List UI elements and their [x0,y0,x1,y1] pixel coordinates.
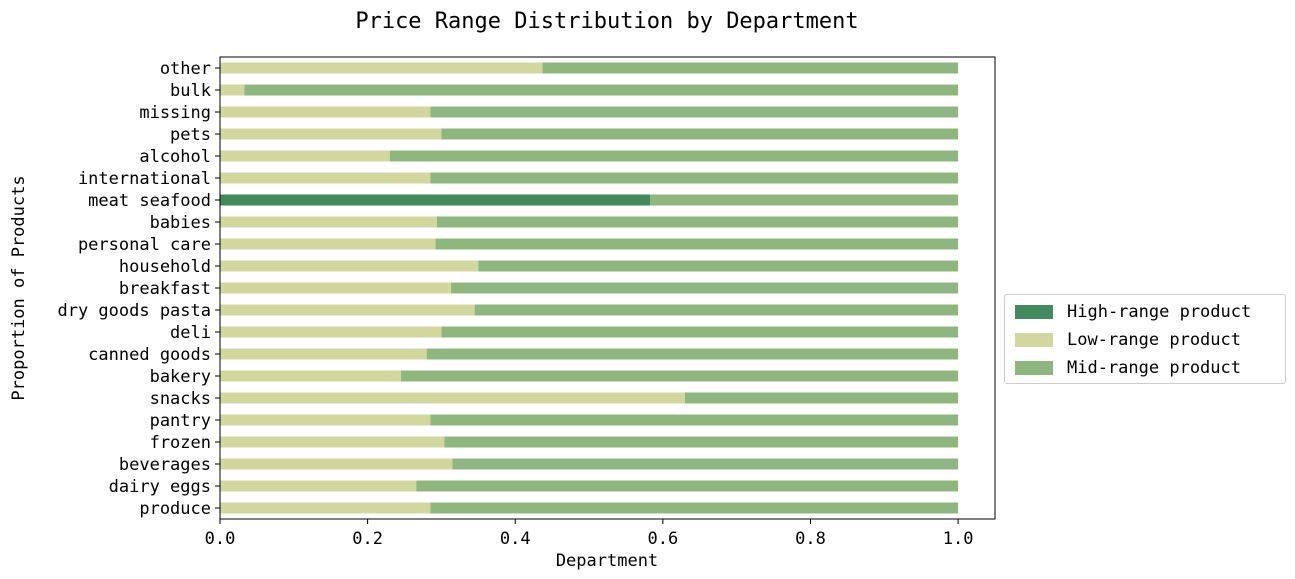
bar-segment-produce-low [220,502,431,514]
y-tick-label: international [78,169,211,189]
y-tick-label: breakfast [119,279,211,299]
x-tick-label: 0.4 [500,529,531,549]
y-tick-label: personal care [78,235,211,255]
legend-label-low: Low-range product [1067,330,1241,350]
x-axis-label: Department [556,551,658,571]
bar-segment-missing-low [220,106,431,118]
x-tick-label: 0.0 [205,529,236,549]
bar-segment-international-low [220,172,431,184]
y-tick-label: beverages [119,455,211,475]
bar-segment-deli-mid [441,326,959,338]
bar-segment-meat-seafood-mid [650,194,959,206]
y-tick-label: household [119,257,211,277]
y-tick-label: babies [150,213,211,233]
bar-segment-missing-mid [430,106,959,118]
bar-segment-household-low [220,260,479,272]
bar-segment-international-mid [430,172,959,184]
bar-segment-babies-mid [437,216,959,228]
bar-segment-beverages-low [220,458,453,470]
x-tick-label: 0.2 [352,529,383,549]
legend-label-mid: Mid-range product [1067,358,1241,378]
bar-segment-frozen-low [220,436,445,448]
bar-segment-bulk-low [220,84,245,96]
x-tick-label: 1.0 [943,529,974,549]
y-tick-label: snacks [150,389,211,409]
bars-layer [220,62,959,514]
bar-segment-bakery-low [220,370,401,382]
y-tick-label: dry goods pasta [57,301,211,321]
bar-segment-snacks-mid [685,392,959,404]
bar-segment-other-low [220,62,543,74]
y-tick-label: canned goods [88,345,211,365]
bar-segment-dry-goods-pasta-mid [474,304,959,316]
legend-label-high: High-range product [1067,302,1252,322]
bar-segment-personal-care-low [220,238,436,250]
bar-segment-alcohol-low [220,150,390,162]
legend-swatch-low [1015,333,1053,347]
y-tick-label: alcohol [139,147,211,167]
bar-segment-pets-mid [441,128,959,140]
bar-segment-dry-goods-pasta-low [220,304,475,316]
bar-segment-canned-goods-mid [426,348,959,360]
bar-segment-bakery-mid [400,370,959,382]
y-tick-label: meat seafood [88,191,211,211]
y-axis-label: Proportion of Products [9,175,29,400]
bar-segment-breakfast-mid [451,282,959,294]
x-tick-label: 0.6 [647,529,678,549]
y-tick-label: other [160,59,211,79]
legend-item-high: High-range product [1015,301,1251,323]
bar-segment-breakfast-low [220,282,452,294]
bar-segment-dairy-eggs-mid [416,480,959,492]
bar-segment-deli-low [220,326,442,338]
bar-segment-pets-low [220,128,442,140]
chart-title: Price Range Distribution by Department [355,9,858,34]
y-tick-label: frozen [150,433,211,453]
y-tick-label: pantry [150,411,211,431]
bar-segment-personal-care-mid [435,238,959,250]
bar-segment-snacks-low [220,392,685,404]
bar-segment-dairy-eggs-low [220,480,417,492]
legend-swatch-mid [1015,361,1053,375]
bar-segment-meat-seafood-high [220,194,651,206]
bar-segment-babies-low [220,216,437,228]
legend-item-low: Low-range product [1015,329,1241,351]
y-tick-label: deli [170,323,211,343]
bar-segment-canned-goods-low [220,348,427,360]
bar-segment-household-mid [478,260,959,272]
y-tick-label: bulk [170,81,211,101]
y-tick-label: missing [139,103,211,123]
y-tick-label: dairy eggs [109,477,211,497]
legend-swatch-high [1015,305,1053,319]
y-tick-label: pets [170,125,211,145]
bar-segment-frozen-mid [444,436,959,448]
legend-item-mid: Mid-range product [1015,357,1241,379]
bar-segment-beverages-mid [452,458,959,470]
bar-segment-produce-mid [430,502,959,514]
x-tick-layer: 0.0 0.2 0.4 0.6 0.8 1.0 [205,519,974,549]
bar-segment-pantry-low [220,414,431,426]
x-tick-label: 0.8 [795,529,826,549]
legend: High-range product Low-range product Mid… [1004,294,1286,384]
y-tick-label: bakery [150,367,211,387]
y-tick-label: produce [139,499,211,519]
bar-segment-bulk-mid [244,84,959,96]
bar-segment-alcohol-mid [389,150,959,162]
bar-segment-other-mid [542,62,959,74]
bar-segment-pantry-mid [430,414,959,426]
